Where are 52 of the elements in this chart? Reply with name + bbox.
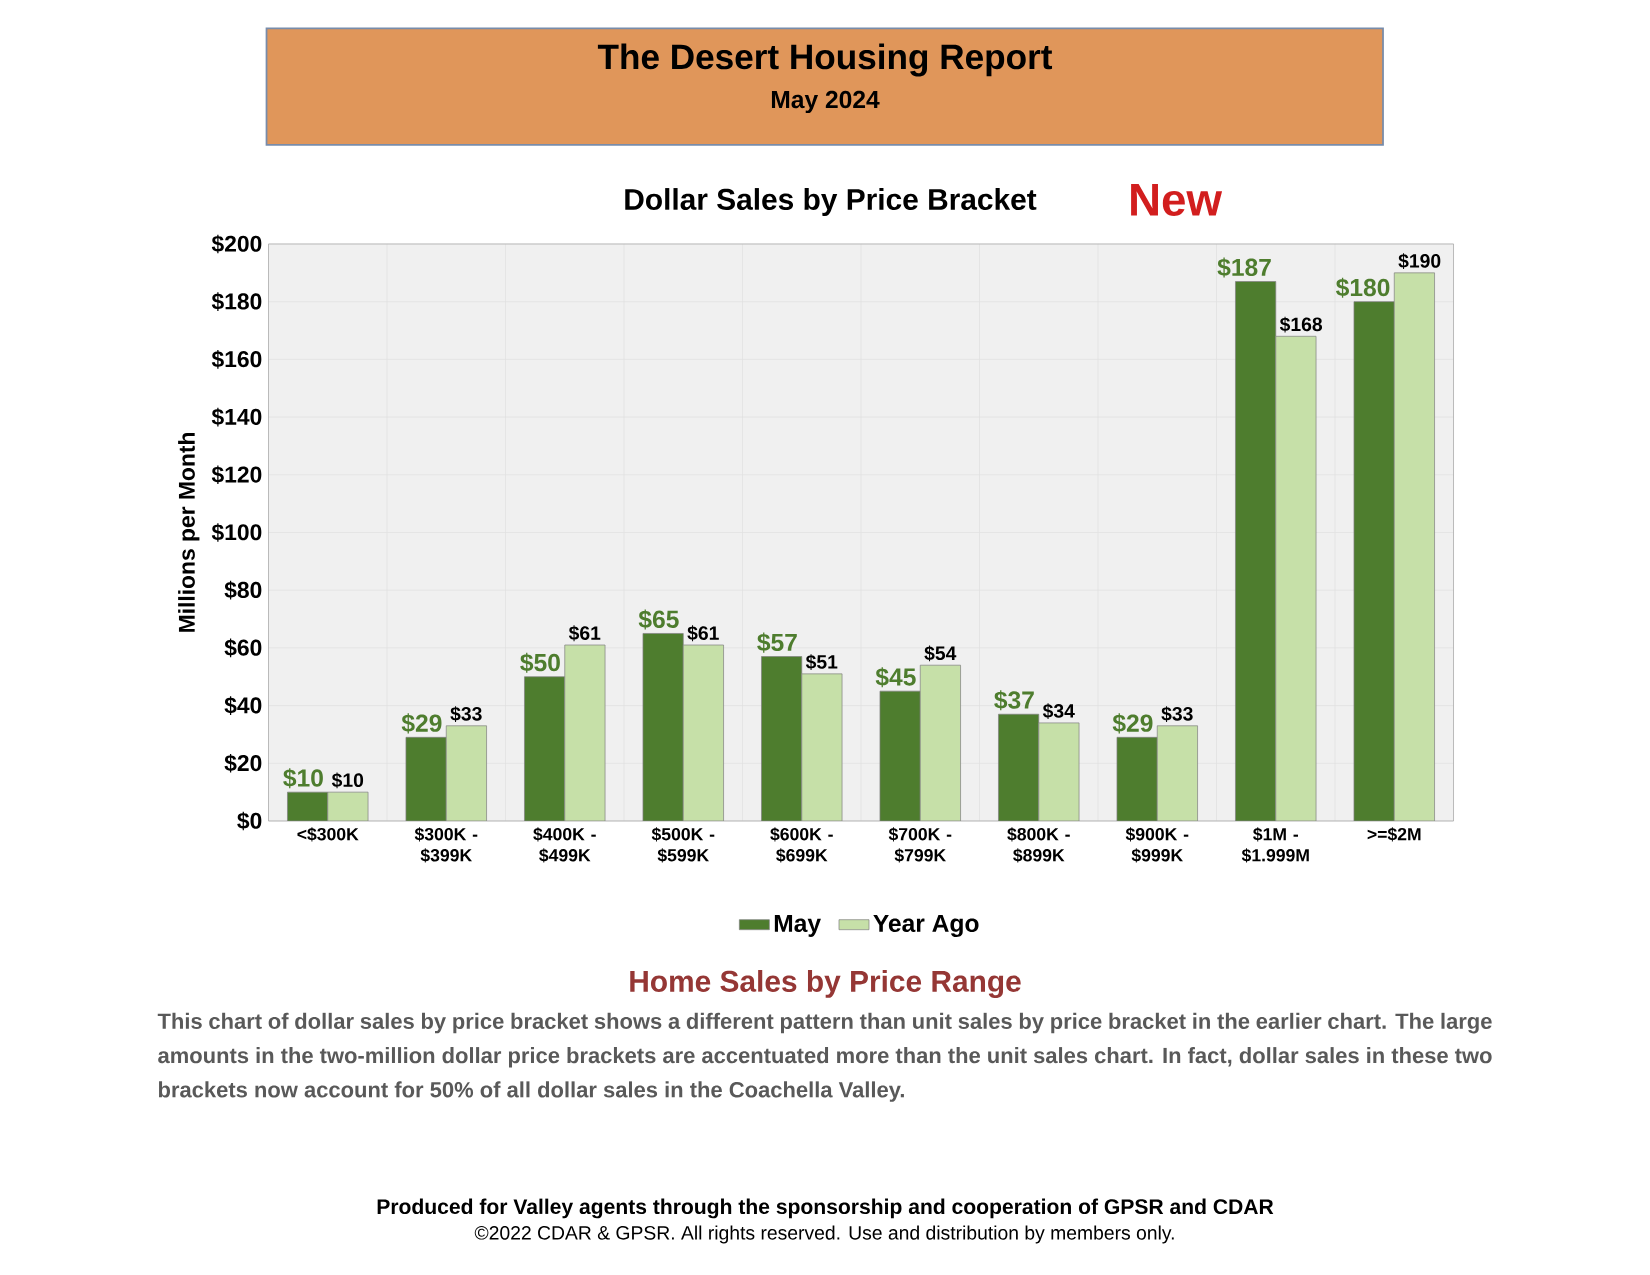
data-label: $57 bbox=[757, 632, 797, 653]
data-label: $190 bbox=[1398, 253, 1441, 269]
y-tick-label: $180 bbox=[211, 292, 262, 312]
x-tick-label: $600K - $699K bbox=[770, 827, 833, 863]
x-tick-label: $800K - $899K bbox=[1007, 827, 1070, 863]
y-tick-label: $40 bbox=[224, 696, 262, 715]
text: This chart of dollar sales by price bracket shows a different pattern than unit sales by price bracket in the earlier chart. The large amounts in the two-million dollar price brackets are accentuated more than the unit sales chart. In fact, dollar sales in these two brackets now account for 50% of all dollar sales in the Coachella Valley. bbox=[157, 1012, 1492, 1102]
x-tick-label: $700K - $799K bbox=[888, 827, 952, 863]
data-label: $168 bbox=[1279, 316, 1323, 333]
data-label: $34 bbox=[1042, 703, 1075, 720]
x-tick-label: >=$2M bbox=[1367, 827, 1421, 842]
text: Home Sales by Price Range bbox=[630, 970, 1021, 998]
data-label: $10 bbox=[283, 768, 323, 789]
chart-title: Dollar Sales by Price Bracket bbox=[625, 188, 1037, 216]
data-label: $65 bbox=[638, 609, 679, 630]
data-label: $33 bbox=[1161, 706, 1193, 722]
data-label: $45 bbox=[875, 667, 916, 688]
y-tick-label: $120 bbox=[211, 465, 262, 485]
text: ©2022 CDAR & GPSR. All rights reserved. Use and distribution by members only. bbox=[474, 1225, 1174, 1244]
legend-label: May bbox=[774, 914, 821, 937]
y-tick-label: $200 bbox=[211, 234, 262, 254]
text: Produced for Valley agents through the sponsorship and cooperation of GPSR and CDAR bbox=[377, 1198, 1274, 1219]
text: New bbox=[1131, 184, 1223, 216]
text: May 2024 bbox=[771, 90, 880, 114]
x-tick-label: $500K - $599K bbox=[651, 827, 715, 863]
data-label: $61 bbox=[687, 625, 719, 642]
data-label: $29 bbox=[1112, 713, 1153, 734]
x-tick-label: $400K - $499K bbox=[533, 827, 596, 863]
text: The Desert Housing Report bbox=[597, 43, 1053, 77]
x-tick-label: <$300K bbox=[297, 827, 359, 842]
data-label: $180 bbox=[1336, 277, 1390, 298]
legend-label: Year Ago bbox=[873, 914, 979, 938]
y-axis-title: Millions per Month bbox=[178, 433, 200, 632]
data-label: $50 bbox=[520, 652, 560, 673]
data-label: $51 bbox=[805, 654, 838, 670]
data-label: $10 bbox=[331, 772, 364, 789]
y-tick-label: $140 bbox=[211, 407, 262, 427]
y-tick-label: $0 bbox=[237, 811, 262, 831]
y-tick-label: $20 bbox=[224, 753, 262, 773]
data-label: $33 bbox=[450, 706, 482, 722]
y-tick-label: $80 bbox=[224, 580, 262, 600]
data-label: $187 bbox=[1217, 257, 1271, 278]
data-label: $29 bbox=[401, 713, 442, 734]
data-label: $61 bbox=[568, 625, 601, 642]
y-tick-label: $160 bbox=[211, 350, 262, 369]
data-label: $54 bbox=[924, 645, 957, 662]
x-tick-label: $300K - $399K bbox=[414, 827, 478, 863]
y-tick-label: $100 bbox=[211, 523, 262, 542]
x-tick-label: $900K - $999K bbox=[1125, 827, 1189, 863]
y-tick-label: $60 bbox=[224, 638, 262, 658]
x-tick-label: $1M - $1.999M bbox=[1241, 827, 1309, 863]
data-label: $37 bbox=[994, 690, 1034, 711]
